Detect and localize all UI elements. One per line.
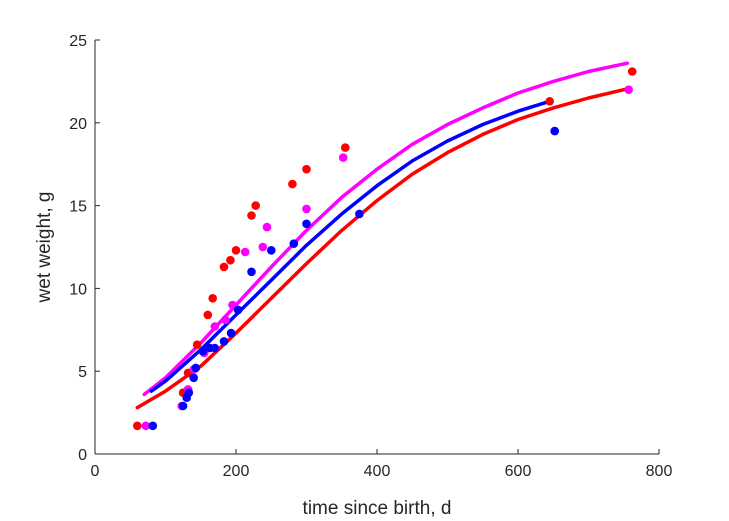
data-point-series-2 (302, 219, 311, 229)
data-point-series-2 (189, 373, 198, 383)
data-point-series-2 (247, 267, 256, 277)
data-point-series-2 (184, 388, 194, 398)
data-point-series-0 (288, 179, 297, 189)
data-point-series-2 (198, 347, 208, 356)
data-point-series-0 (203, 310, 213, 320)
y-tick-label: 5 (78, 364, 87, 381)
data-point-series-1 (240, 247, 250, 257)
y-axis-label: wet weight, g (34, 192, 55, 304)
data-point-series-2 (550, 126, 559, 136)
data-point-series-1 (210, 322, 220, 331)
data-point-series-1 (221, 315, 230, 325)
data-point-series-2 (267, 246, 276, 255)
y-tick-label: 25 (69, 33, 87, 50)
data-point-series-2 (191, 363, 201, 373)
data-point-series-0 (226, 255, 235, 265)
data-point-series-1 (258, 242, 268, 252)
data-points (133, 67, 637, 431)
y-tick-label: 15 (69, 199, 87, 216)
data-point-series-2 (233, 305, 243, 315)
data-point-series-2 (355, 209, 364, 219)
data-point-series-0 (133, 421, 142, 431)
data-point-series-0 (341, 143, 350, 152)
x-tick-label: 0 (91, 463, 100, 480)
fit-curve-0 (135, 87, 630, 410)
y-tick-label: 10 (69, 281, 87, 298)
data-point-series-0 (302, 164, 311, 174)
data-point-series-0 (247, 211, 256, 220)
data-point-series-0 (208, 294, 217, 303)
x-tick-label: 400 (364, 463, 391, 480)
data-point-series-2 (289, 239, 299, 248)
axes: 0 200 400 600 800 0 5 10 15 20 25 (69, 33, 672, 480)
y-tick-label: 20 (69, 116, 87, 133)
data-point-series-2 (210, 343, 220, 353)
fit-curve-1 (142, 61, 630, 397)
data-point-series-1 (302, 204, 311, 214)
data-point-series-0 (627, 67, 637, 76)
data-point-series-2 (148, 421, 158, 431)
data-point-series-0 (231, 246, 241, 255)
data-point-series-2 (178, 401, 188, 411)
x-axis-label: time since birth, d (303, 498, 452, 519)
data-point-series-2 (226, 328, 236, 338)
fitted-curves (135, 61, 630, 410)
data-point-series-0 (192, 340, 202, 350)
data-point-series-1 (228, 300, 237, 310)
x-tick-label: 600 (505, 463, 532, 480)
y-tick-label: 0 (78, 447, 87, 464)
data-point-series-2 (219, 337, 229, 346)
x-tick-label: 200 (223, 463, 250, 480)
data-point-series-0 (219, 262, 229, 272)
x-tick-label: 800 (646, 463, 673, 480)
data-point-series-0 (545, 97, 554, 106)
data-point-series-1 (624, 85, 633, 94)
data-point-series-1 (338, 153, 348, 162)
data-point-series-0 (251, 201, 260, 210)
data-point-series-1 (262, 222, 272, 232)
data-point-series-1 (141, 421, 151, 431)
